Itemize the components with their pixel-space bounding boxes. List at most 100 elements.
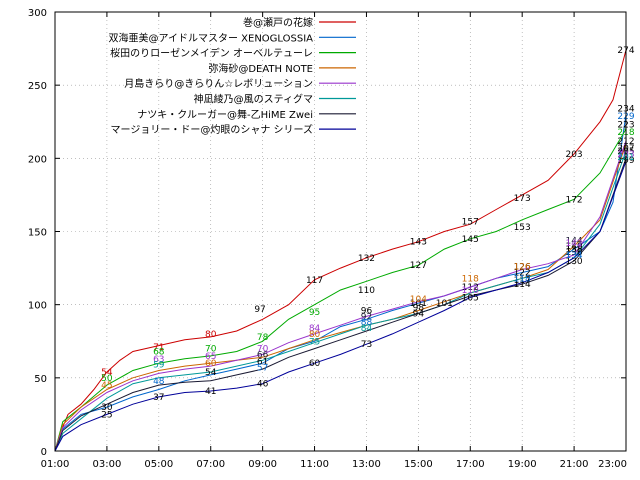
data-label: 105 (462, 293, 479, 303)
data-label: 61 (257, 358, 268, 368)
x-tick-label: 17:00 (456, 459, 485, 470)
x-tick-label: 13:00 (352, 459, 381, 470)
x-tick-label: 05:00 (144, 459, 173, 470)
data-label: 92 (361, 312, 372, 322)
x-tick-label: 09:00 (248, 459, 277, 470)
data-label: 80 (309, 330, 321, 340)
legend-label: 神凪綾乃@風のスティグマ (194, 93, 313, 106)
data-label: 54 (101, 368, 113, 378)
data-label: 80 (205, 330, 217, 340)
y-tick-label: 300 (28, 8, 47, 19)
legend-label: 桜田のりローゼンメイデン オーベルテューレ (110, 47, 313, 60)
axis-ticks: 0 50 100 150 200 250 300 01:00 03:00 05:00 07:00 09… (28, 8, 627, 470)
series-line-4 (54, 143, 627, 452)
series-line-5 (54, 140, 627, 452)
data-label: 66 (257, 350, 269, 360)
data-label: 71 (153, 343, 164, 353)
series-lines (54, 49, 627, 452)
data-label: 101 (410, 299, 427, 309)
data-label: 48 (153, 377, 165, 387)
data-label: 70 (205, 345, 217, 355)
data-label: 78 (257, 333, 269, 343)
series-line-3 (54, 128, 627, 452)
series-line-1 (54, 49, 627, 452)
data-label: 45 (101, 381, 112, 391)
data-label: 75 (309, 337, 320, 347)
data-label: 136 (565, 248, 582, 258)
y-tick-label: 250 (28, 81, 47, 92)
legend-label: 巻@瀬戸の花嫁 (243, 16, 313, 29)
data-label: 59 (153, 361, 165, 371)
data-label: 114 (514, 280, 531, 290)
data-labels: 9711713214315717320327410111212213823411… (101, 46, 635, 420)
x-tick-label: 23:00 (598, 459, 627, 470)
x-tick-label: 01:00 (41, 459, 70, 470)
data-label: 118 (514, 274, 531, 284)
data-label: 46 (257, 380, 269, 390)
series-line-7 (54, 158, 627, 452)
data-label: 50 (101, 374, 113, 384)
series-line-6 (54, 150, 627, 452)
data-label: 138 (565, 245, 582, 255)
data-label: 117 (514, 276, 531, 286)
data-label: 97 (254, 305, 265, 315)
data-label: 60 (309, 359, 321, 369)
data-label: 145 (462, 235, 479, 245)
data-label: 101 (436, 299, 453, 309)
legend-label: ナツキ・クルーガー@舞-乙HiME Zwei (137, 109, 313, 121)
y-tick-label: 50 (34, 374, 47, 385)
data-label: 118 (462, 274, 479, 284)
data-label: 126 (514, 263, 531, 273)
x-tick-label: 15:00 (404, 459, 433, 470)
x-tick-label: 07:00 (196, 459, 225, 470)
data-label: 117 (306, 276, 323, 286)
data-label: 73 (361, 340, 372, 350)
data-label: 172 (565, 195, 582, 205)
data-label: 68 (153, 347, 165, 357)
y-tick-label: 150 (28, 228, 47, 239)
data-label: 110 (462, 286, 479, 296)
data-label: 203 (565, 150, 582, 160)
data-label: 144 (565, 236, 582, 246)
grid-lines (55, 12, 626, 451)
y-tick-label: 0 (41, 447, 47, 458)
data-label: 54 (205, 368, 217, 378)
legend-label: 月島きらり@きらりん☆レボリューション (124, 77, 313, 90)
data-label: 122 (514, 268, 531, 278)
data-label: 130 (565, 257, 582, 267)
data-label: 96 (361, 307, 373, 317)
series-line-8 (54, 161, 627, 452)
data-label: 60 (205, 359, 217, 369)
data-label: 104 (410, 295, 427, 305)
data-label: 132 (358, 254, 375, 264)
legend-label: 双海亜美@アイドルマスター XENOGLOSSIA (108, 31, 313, 44)
data-label: 94 (413, 309, 425, 319)
data-label: 142 (565, 239, 582, 249)
data-label: 57 (257, 364, 268, 374)
data-label: 70 (257, 345, 269, 355)
data-label: 134 (565, 251, 582, 261)
data-label: 140 (565, 242, 582, 252)
data-label: 126 (514, 263, 531, 273)
y-tick-label: 200 (28, 154, 47, 165)
data-label: 84 (309, 324, 321, 334)
data-label: 63 (153, 355, 164, 365)
data-label: 143 (410, 238, 427, 248)
data-label: 65 (205, 352, 216, 362)
data-label: 30 (101, 403, 113, 413)
data-label: 127 (410, 261, 427, 271)
plot-frame (54, 11, 627, 452)
legend-label: 弥海砂@DEATH NOTE (208, 62, 313, 75)
data-label: 173 (514, 194, 531, 204)
data-label: 95 (309, 308, 320, 318)
data-label: 153 (514, 223, 531, 233)
x-tick-label: 21:00 (560, 459, 589, 470)
x-tick-label: 19:00 (508, 459, 537, 470)
x-tick-label: 03:00 (92, 459, 121, 470)
data-label: 41 (205, 387, 216, 397)
data-label: 110 (358, 286, 375, 296)
data-label: 37 (153, 393, 164, 403)
data-label: 157 (462, 217, 479, 227)
